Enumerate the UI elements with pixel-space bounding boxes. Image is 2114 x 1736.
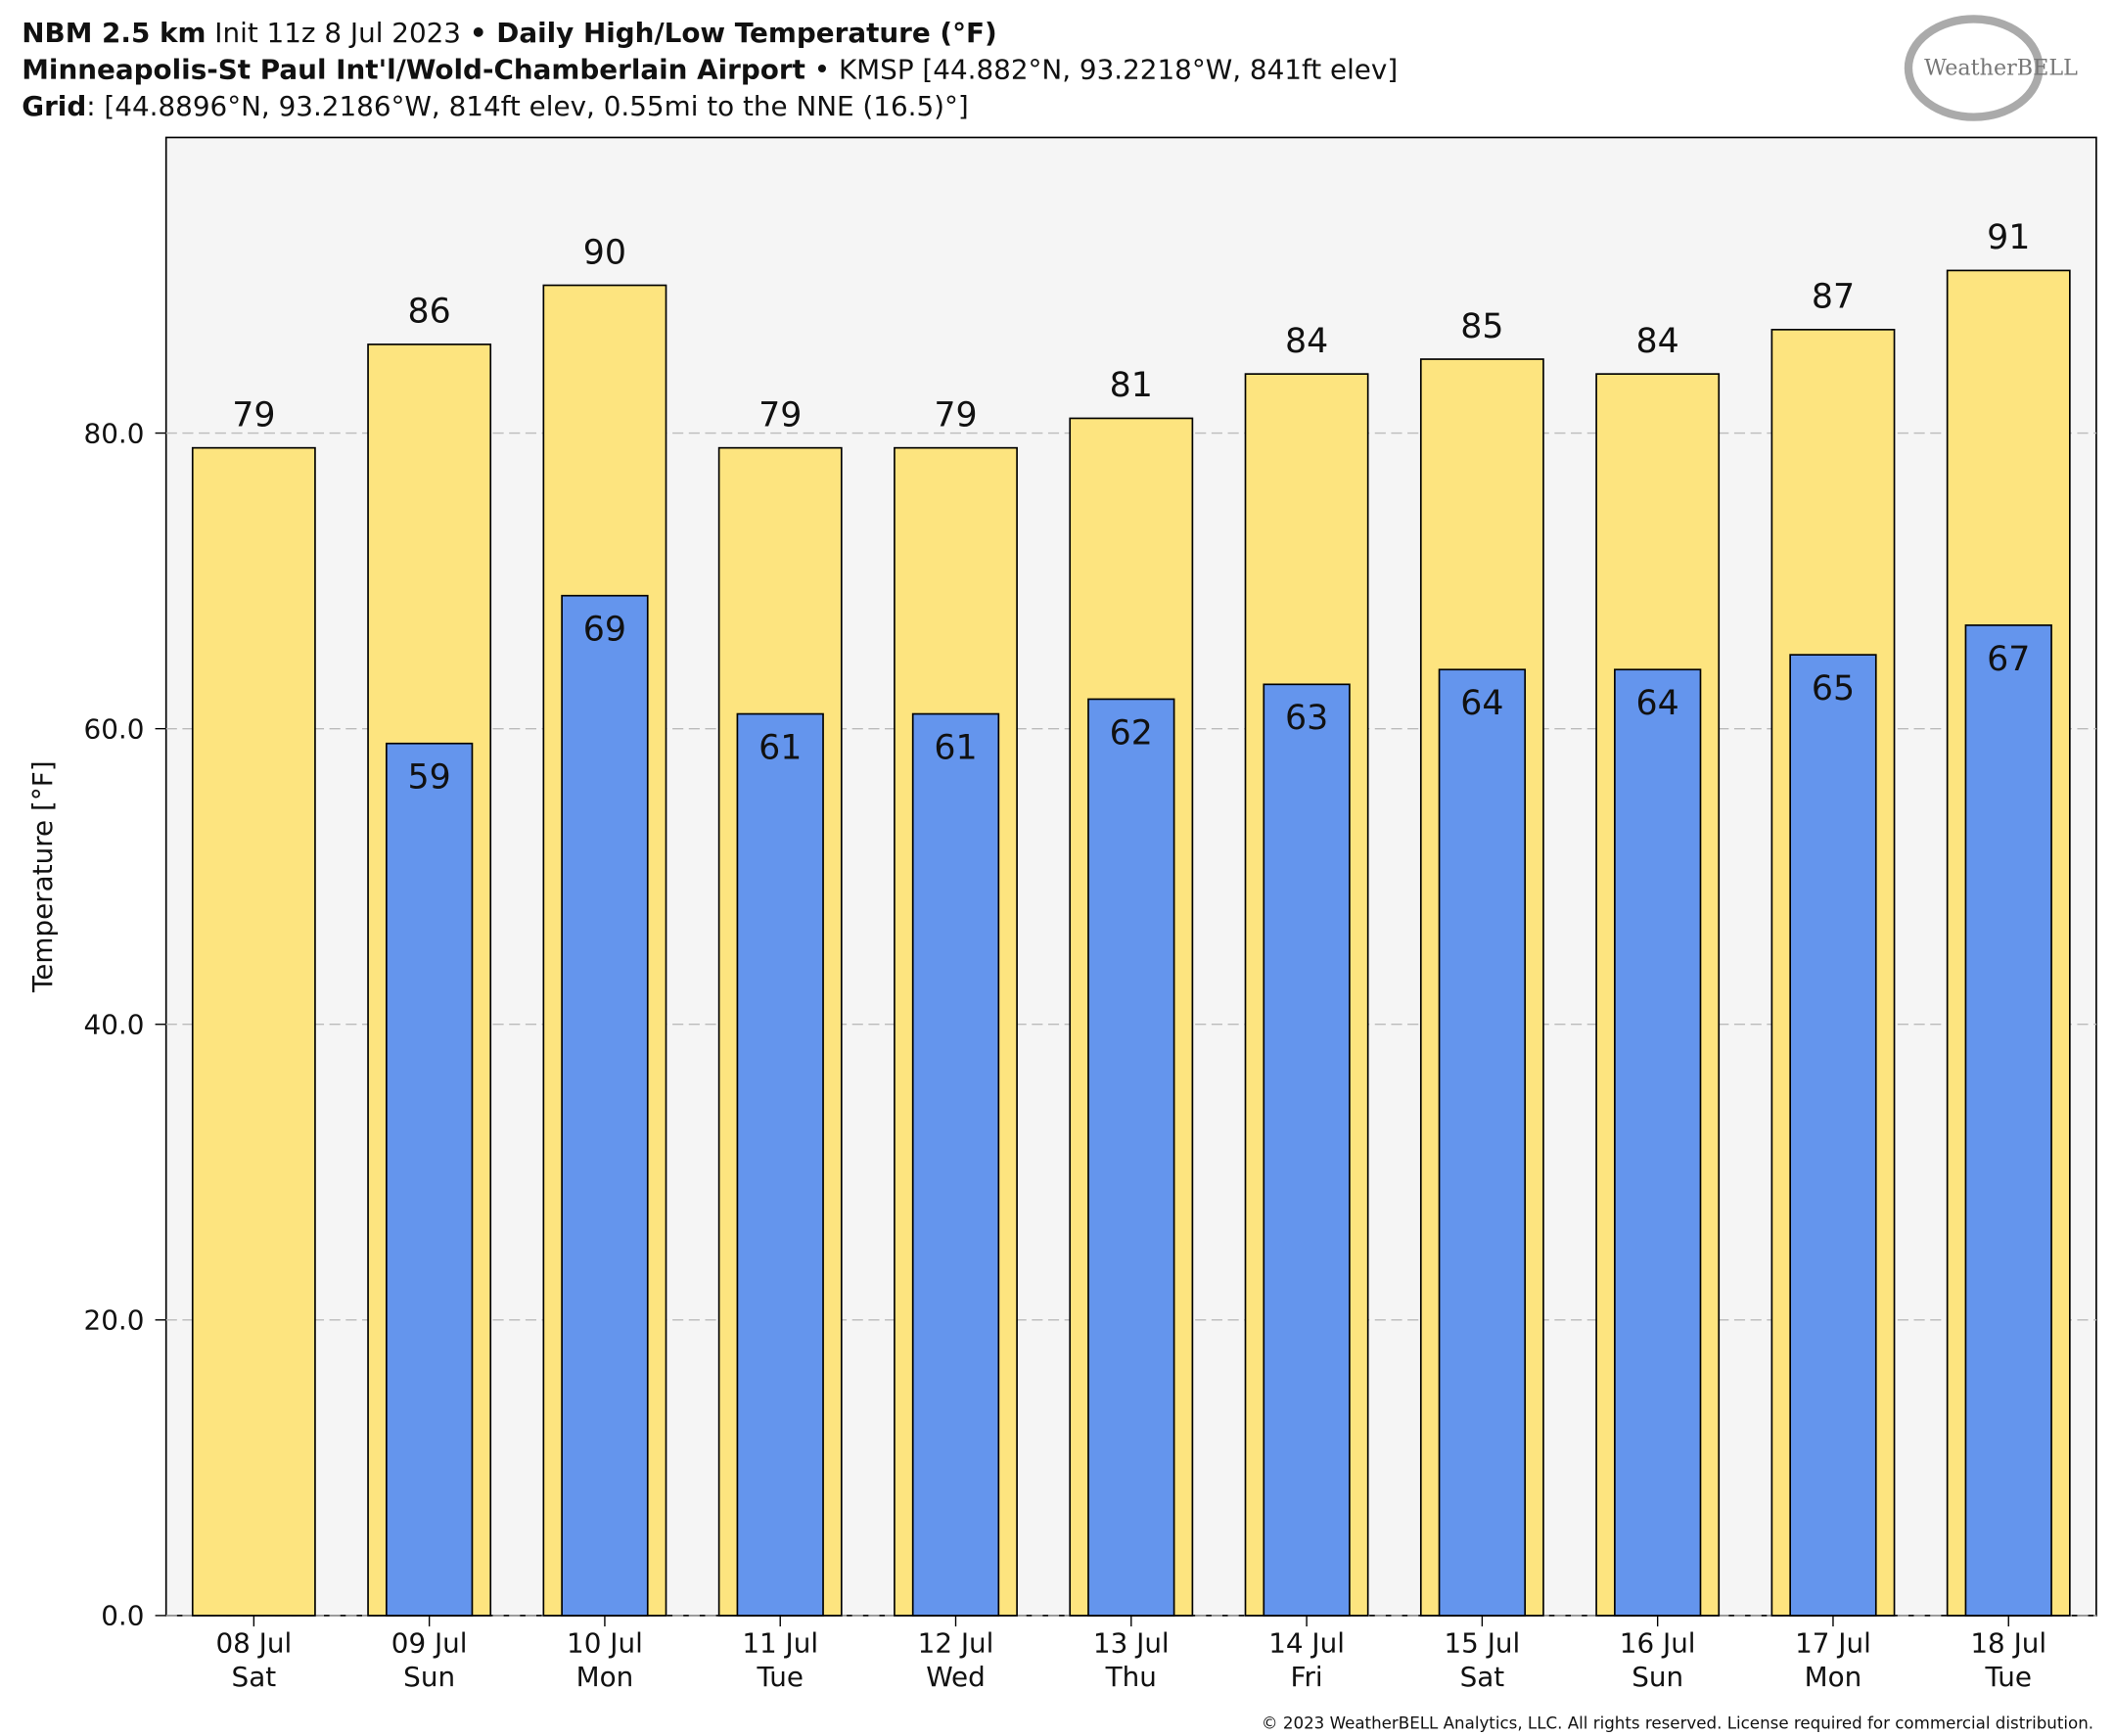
x-tick-label: 09 Jul — [391, 1626, 468, 1659]
data-label: 61 — [934, 728, 977, 767]
low-bar — [561, 594, 649, 1617]
data-label: 84 — [1285, 322, 1328, 361]
footer: © 2023 WeatherBELL Analytics, LLC. All r… — [1262, 1713, 2093, 1732]
data-label: 64 — [1636, 684, 1679, 723]
low-bar — [1614, 668, 1702, 1617]
x-tick-label: 17 Jul — [1795, 1626, 1871, 1659]
data-label: 84 — [1636, 322, 1679, 361]
data-label: 91 — [1987, 218, 2030, 257]
data-label: 79 — [758, 395, 802, 434]
data-label: 79 — [934, 395, 977, 434]
x-tick-label: 16 Jul — [1620, 1626, 1696, 1659]
x-tick-label: 13 Jul — [1093, 1626, 1170, 1659]
data-label: 64 — [1460, 684, 1503, 723]
x-tick-label: 10 Jul — [567, 1626, 643, 1659]
data-label: 63 — [1285, 699, 1328, 738]
x-tick-weekday: Fri — [1291, 1661, 1323, 1693]
low-bar — [385, 742, 474, 1617]
data-label: 65 — [1812, 669, 1855, 708]
x-tick-label: 08 Jul — [215, 1626, 292, 1659]
data-label: 62 — [1110, 713, 1153, 753]
low-bar — [1263, 683, 1351, 1617]
x-tick-weekday: Mon — [576, 1661, 634, 1693]
data-label: 81 — [1110, 366, 1153, 405]
x-tick-weekday: Thu — [1105, 1661, 1157, 1693]
x-tick-weekday: Sun — [403, 1661, 455, 1693]
y-tick-label: 80.0 — [84, 417, 145, 449]
init: Init 11z 8 Jul 2023 — [214, 17, 461, 49]
x-tick-weekday: Tue — [756, 1661, 803, 1693]
x-tick-weekday: Sat — [1460, 1661, 1505, 1693]
low-bar — [1087, 698, 1175, 1617]
x-tick-weekday: Tue — [1985, 1661, 2032, 1693]
x-tick-label: 18 Jul — [1970, 1626, 2046, 1659]
data-label: 79 — [232, 395, 275, 434]
low-bar — [1964, 624, 2052, 1617]
station-info: • KMSP [44.882°N, 93.2218°W, 841ft elev] — [814, 54, 1398, 86]
title-line-1: NBM 2.5 km Init 11z 8 Jul 2023 • Daily H… — [22, 17, 996, 49]
low-bar — [1789, 654, 1877, 1617]
x-tick-weekday: Sat — [232, 1661, 277, 1693]
y-tick-label: 20.0 — [84, 1304, 145, 1337]
low-bar — [1438, 668, 1527, 1617]
title-line-2: Minneapolis-St Paul Int'l/Wold-Chamberla… — [22, 54, 1398, 86]
data-label: 67 — [1987, 640, 2030, 679]
x-tick-label: 12 Jul — [918, 1626, 994, 1659]
high-bar — [191, 446, 316, 1617]
data-label: 61 — [758, 728, 802, 767]
data-label: 87 — [1812, 278, 1855, 317]
x-tick-weekday: Wed — [926, 1661, 986, 1693]
grid-label: Grid — [22, 90, 86, 122]
low-bar — [911, 712, 1000, 1617]
low-bar — [736, 712, 824, 1617]
data-label: 90 — [583, 233, 626, 272]
x-tick-label: 15 Jul — [1445, 1626, 1521, 1659]
x-tick-weekday: Mon — [1805, 1661, 1862, 1693]
product: • Daily High/Low Temperature (°F) — [470, 17, 997, 49]
x-tick-label: 14 Jul — [1268, 1626, 1345, 1659]
logo: WeatherBELL — [1924, 55, 2078, 80]
x-tick-label: 11 Jul — [742, 1626, 818, 1659]
logo-swirl — [1904, 15, 2044, 121]
title-line-3: Grid: [44.8896°N, 93.2186°W, 814ft elev,… — [22, 90, 968, 122]
y-tick-label: 60.0 — [84, 712, 145, 745]
data-label: 59 — [408, 758, 451, 798]
y-tick-label: 40.0 — [84, 1008, 145, 1040]
y-tick-label: 0.0 — [101, 1600, 144, 1632]
model: NBM 2.5 km — [22, 17, 206, 49]
station: Minneapolis-St Paul Int'l/Wold-Chamberla… — [22, 54, 805, 86]
x-tick-weekday: Sun — [1631, 1661, 1683, 1693]
data-label: 69 — [583, 611, 626, 650]
data-label: 86 — [408, 293, 451, 332]
data-label: 85 — [1460, 307, 1503, 346]
y-axis-label: Temperature [°F] — [26, 760, 59, 993]
grid-info: : [44.8896°N, 93.2186°W, 814ft elev, 0.5… — [86, 90, 969, 122]
